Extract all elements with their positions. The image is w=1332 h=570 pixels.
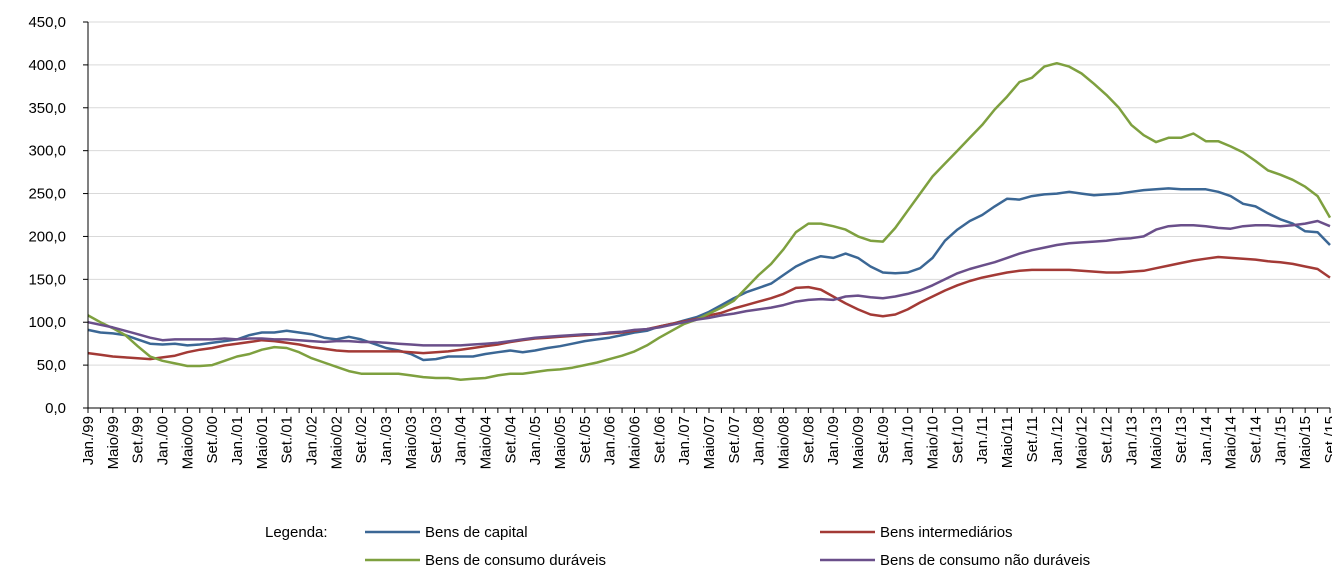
- x-tick-label: Set./12: [1098, 416, 1115, 464]
- legend-label: Bens intermediários: [880, 524, 1013, 541]
- x-tick-label: Jan./14: [1198, 416, 1215, 465]
- x-tick-label: Set./15: [1322, 416, 1332, 464]
- legend-label: Bens de consumo não duráveis: [880, 552, 1090, 569]
- series-line: [87, 61, 1332, 381]
- x-tick-label: Jan./01: [229, 416, 246, 465]
- x-tick-label: Maio/15: [1297, 416, 1314, 469]
- x-tick-label: Set./09: [875, 416, 892, 464]
- x-tick-label: Set./00: [204, 416, 221, 464]
- x-tick-label: Maio/14: [1223, 416, 1240, 469]
- series-line: [87, 219, 1331, 347]
- x-tick-label: Set./07: [726, 416, 743, 464]
- x-tick-label: Maio/05: [552, 416, 569, 469]
- x-tick-label: Jan./03: [378, 416, 395, 465]
- y-tick-label: 100,0: [28, 314, 66, 331]
- x-tick-label: Jan./08: [751, 416, 768, 465]
- x-tick-label: Maio/10: [925, 416, 942, 469]
- x-tick-label: Maio/08: [776, 416, 793, 469]
- x-tick-label: Set./03: [428, 416, 445, 464]
- x-tick-label: Set./10: [949, 416, 966, 464]
- x-tick-label: Maio/09: [850, 416, 867, 469]
- legend-title: Legenda:: [265, 524, 328, 541]
- x-tick-label: Maio/99: [105, 416, 122, 469]
- x-tick-label: Set./99: [130, 416, 147, 464]
- x-tick-label: Maio/04: [477, 416, 494, 469]
- y-tick-label: 150,0: [28, 271, 66, 288]
- x-tick-label: Set./08: [800, 416, 817, 464]
- x-tick-label: Maio/07: [701, 416, 718, 469]
- x-tick-label: Jan./07: [676, 416, 693, 465]
- y-tick-label: 350,0: [28, 100, 66, 117]
- x-tick-label: Set./02: [353, 416, 370, 464]
- legend-label: Bens de capital: [425, 524, 528, 541]
- legend-label: Bens de consumo duráveis: [425, 552, 606, 569]
- x-tick-label: Set./13: [1173, 416, 1190, 464]
- x-tick-label: Jan./05: [527, 416, 544, 465]
- x-tick-label: Maio/03: [403, 416, 420, 469]
- x-tick-label: Jan./99: [80, 416, 97, 465]
- x-tick-label: Maio/13: [1148, 416, 1165, 469]
- x-tick-label: Maio/11: [999, 416, 1016, 468]
- y-tick-label: 200,0: [28, 228, 66, 245]
- x-tick-label: Jan./09: [825, 416, 842, 465]
- y-tick-label: 400,0: [28, 57, 66, 74]
- x-tick-label: Set./04: [502, 416, 519, 464]
- x-tick-label: Jan./04: [453, 416, 470, 465]
- y-tick-label: 450,0: [28, 14, 66, 31]
- x-tick-label: Set./14: [1247, 416, 1264, 464]
- x-tick-label: Jan./10: [900, 416, 917, 465]
- x-tick-label: Set./06: [651, 416, 668, 464]
- x-tick-label: Jan./13: [1123, 416, 1140, 465]
- x-tick-label: Maio/12: [1074, 416, 1091, 469]
- x-tick-label: Maio/01: [254, 416, 271, 469]
- x-tick-label: Set./05: [577, 416, 594, 464]
- series-line: [87, 255, 1331, 361]
- y-tick-label: 0,0: [45, 400, 66, 417]
- x-tick-label: Set./11: [1024, 416, 1041, 462]
- x-tick-label: Jan./15: [1272, 416, 1289, 465]
- y-tick-label: 300,0: [28, 143, 66, 160]
- y-tick-label: 250,0: [28, 186, 66, 203]
- y-tick-label: 50,0: [37, 357, 66, 374]
- x-tick-label: Maio/00: [179, 416, 196, 469]
- x-tick-label: Jan./11: [974, 416, 991, 464]
- x-tick-label: Jan./02: [304, 416, 321, 465]
- x-tick-label: Maio/06: [626, 416, 643, 469]
- x-tick-label: Set./01: [279, 416, 296, 464]
- x-tick-label: Jan./12: [1049, 416, 1066, 465]
- x-tick-label: Jan./06: [602, 416, 619, 465]
- series-line: [87, 187, 1331, 362]
- x-tick-label: Jan./00: [155, 416, 172, 465]
- x-tick-label: Maio/02: [328, 416, 345, 469]
